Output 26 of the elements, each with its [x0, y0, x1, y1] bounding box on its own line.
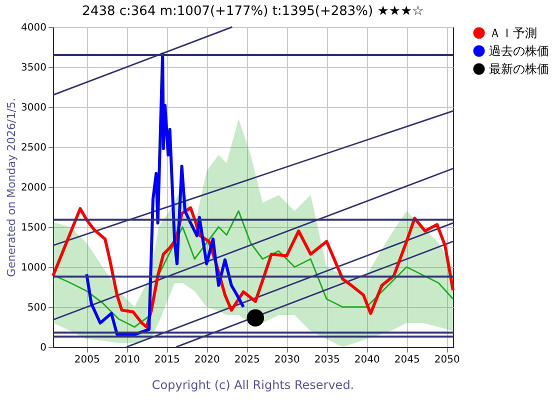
x-tick-label: 2005 — [74, 354, 100, 366]
y-tick-label: 2000 — [21, 182, 46, 194]
legend-label: 過去の株価 — [489, 44, 549, 58]
x-tick-label: 2050 — [434, 354, 460, 366]
y-tick-label: 500 — [27, 302, 46, 314]
y-tick-label: 0 — [40, 342, 46, 354]
x-tick-label: 2015 — [154, 354, 180, 366]
x-tick-label: 2045 — [394, 354, 420, 366]
chart-title: 2438 c:364 m:1007(+177%) t:1395(+283%) ★★★☆ — [82, 4, 424, 19]
line-series — [85, 52, 245, 336]
y-tick-label: 3500 — [21, 62, 46, 74]
x-tick-label: 2020 — [194, 354, 220, 366]
text: Copyright (c) All Rights Reserved. — [152, 378, 354, 392]
y-axis-title: Generated on Monday 2026/1/5. — [5, 98, 18, 277]
y-tick-label: 1000 — [21, 262, 46, 274]
x-tick-label: 2030 — [274, 354, 300, 366]
x-tick-label: 2025 — [234, 354, 260, 366]
legend-label: 最新の株価 — [489, 62, 549, 76]
y-tick-label: 1500 — [21, 222, 46, 234]
x-tick-label: 2035 — [314, 354, 340, 366]
y-tick-label: 2500 — [21, 142, 46, 154]
legend-label: ＡＩ予測 — [489, 26, 537, 40]
y-tick-label: 3000 — [21, 102, 46, 114]
x-tick-label: 2040 — [354, 354, 380, 366]
y-tick-label: 4000 — [21, 22, 46, 34]
x-tick-label: 2010 — [114, 354, 140, 366]
